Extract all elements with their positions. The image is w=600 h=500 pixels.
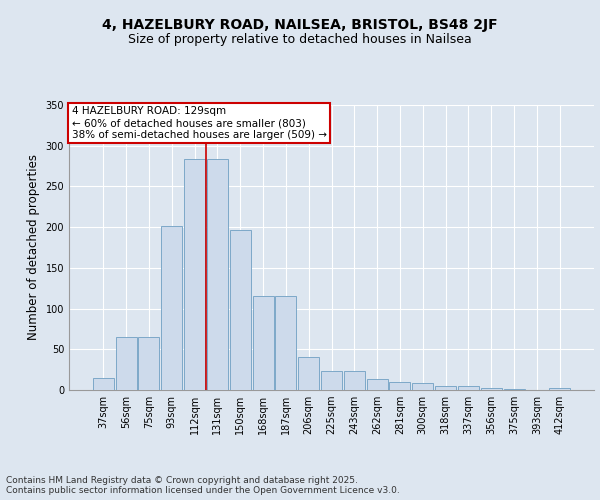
Bar	[230, 230, 251, 390]
Bar	[344, 372, 365, 390]
Bar	[367, 380, 388, 390]
Bar	[207, 158, 228, 390]
Text: 4, HAZELBURY ROAD, NAILSEA, BRISTOL, BS48 2JF: 4, HAZELBURY ROAD, NAILSEA, BRISTOL, BS4…	[102, 18, 498, 32]
Bar	[116, 337, 137, 390]
Bar	[184, 158, 205, 390]
Y-axis label: Number of detached properties: Number of detached properties	[27, 154, 40, 340]
Bar	[549, 388, 570, 390]
Bar	[481, 388, 502, 390]
Bar	[93, 378, 114, 390]
Bar	[275, 296, 296, 390]
Bar	[412, 384, 433, 390]
Bar	[321, 372, 342, 390]
Bar	[298, 358, 319, 390]
Bar	[161, 226, 182, 390]
Bar	[389, 382, 410, 390]
Bar	[435, 386, 456, 390]
Bar	[139, 337, 160, 390]
Bar	[253, 296, 274, 390]
Text: 4 HAZELBURY ROAD: 129sqm
← 60% of detached houses are smaller (803)
38% of semi-: 4 HAZELBURY ROAD: 129sqm ← 60% of detach…	[71, 106, 326, 140]
Bar	[458, 386, 479, 390]
Text: Contains HM Land Registry data © Crown copyright and database right 2025.
Contai: Contains HM Land Registry data © Crown c…	[6, 476, 400, 495]
Text: Size of property relative to detached houses in Nailsea: Size of property relative to detached ho…	[128, 32, 472, 46]
Bar	[503, 389, 524, 390]
